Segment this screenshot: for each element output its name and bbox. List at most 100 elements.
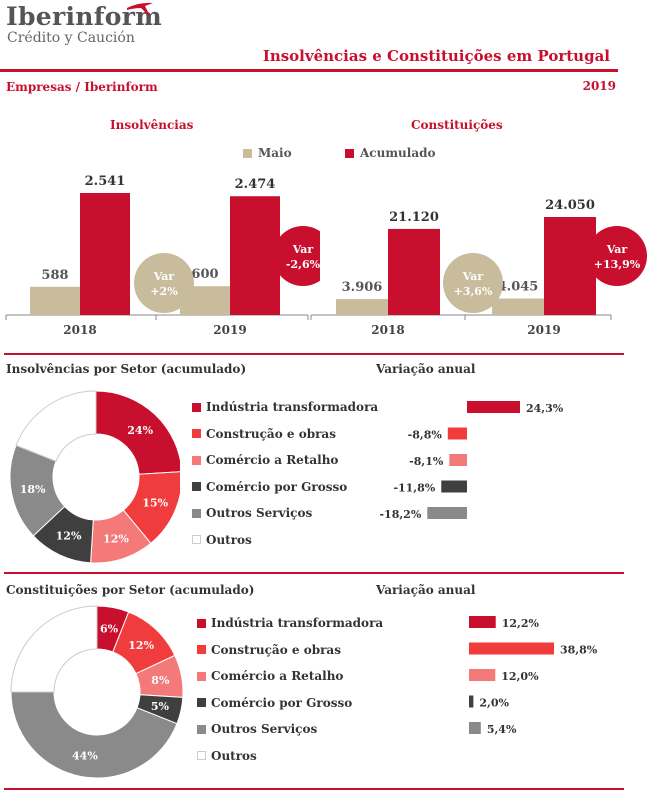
- const-legend-swatch: [197, 724, 206, 734]
- insolv-var-bar-comercio_retalho: [449, 454, 467, 466]
- constituicoes-variation-chart: 12,2% 38,8% 12,0% 2,0% 5,4%: [469, 616, 598, 736]
- const-pie-slice-label: 6%: [100, 623, 119, 636]
- const-pie-slice-label: 5%: [151, 700, 170, 713]
- const-pie-slice-label: 44%: [72, 749, 98, 762]
- insolv-legend-label: Outros: [206, 532, 252, 547]
- constituicoes-bar-chart: 3.906 21.120 2018 4.045 24.050 2019 Var +3,6% Va…: [310, 198, 647, 337]
- insolvencias-bar-chart: 588 2.541 2018 600 2.474 2019 Var +2% Var -2,6%: [5, 174, 320, 337]
- const-legend-swatch: [197, 698, 206, 707]
- insolv-legend-item-construcao: Construção e obras: [192, 427, 336, 441]
- const-var-label: 12,0%: [501, 670, 539, 683]
- insolv-var-label: -18,2%: [379, 508, 421, 521]
- insolv-var-label: -11,8%: [393, 482, 435, 495]
- insolv-data-label: 588: [41, 268, 68, 283]
- chart-title-constituicoes: Constituições: [411, 118, 503, 132]
- insolvencias-variation-chart: 24,3% -8,8% -8,1% -11,8% -18,2%: [379, 401, 564, 521]
- insolv-pie-slice-label: 18%: [20, 483, 46, 496]
- insolv-var-label: 24,3%: [526, 402, 564, 415]
- const-pie-slice-outros_servicos: [10, 691, 178, 779]
- const-data-label: 3.906: [342, 280, 383, 295]
- legend-swatch-maio: [243, 148, 252, 158]
- legend-label-acumulado: Acumulado: [360, 146, 436, 160]
- const-pie-slice-outros: [10, 605, 98, 693]
- insolv-legend-swatch: [192, 429, 201, 438]
- const-data-label: 21.120: [389, 210, 439, 225]
- insolv-legend-item-outros_servicos: Outros Serviços: [192, 506, 312, 520]
- const-bar-acumulado: [544, 217, 596, 315]
- insolv-var-acumulado-title: Var: [292, 243, 314, 256]
- const-bar-maio: [336, 299, 388, 315]
- insolv-var-maio-bubble: [134, 253, 194, 313]
- legend-label-maio: Maio: [258, 146, 292, 160]
- footer-rule: [4, 788, 624, 790]
- const-var-bar-comercio_grosso: [469, 695, 474, 708]
- insolv-bar-acumulado: [230, 196, 280, 315]
- const-var-maio-bubble: [443, 253, 503, 313]
- insolv-bar-acumulado: [80, 193, 130, 315]
- insolv-var-maio-title: Var: [153, 270, 175, 283]
- insolv-pie-slice-industria: [95, 390, 180, 475]
- const-legend-item-industria: Indústria transformadora: [197, 616, 383, 630]
- insolv-legend-swatch: [192, 402, 201, 412]
- insolv-legend-label: Comércio por Grosso: [206, 479, 348, 494]
- const-var-maio-value: +3,6%: [454, 285, 493, 298]
- const-var-bar-outros_servicos: [469, 722, 481, 734]
- section-title-insolv-var: Variação anual: [376, 362, 476, 376]
- insolvencias-donut-chart: 24% 15% 12% 12% 18%: [9, 390, 180, 564]
- const-legend-label: Indústria transformadora: [211, 616, 384, 630]
- const-pie-slice-label: 12%: [128, 639, 154, 652]
- insolv-var-label: -8,1%: [409, 455, 444, 468]
- page-subtitle: Empresas / Iberinform: [6, 80, 158, 94]
- const-legend-label: Construção e obras: [211, 642, 341, 657]
- logo-tagline: Crédito y Caución: [7, 30, 135, 46]
- const-bar-acumulado: [388, 228, 440, 315]
- insolv-legend-swatch: [192, 508, 201, 518]
- insolv-pie-slice-outros: [15, 390, 97, 462]
- const-var-label: 5,4%: [487, 723, 517, 736]
- insolv-var-bar-construcao: [447, 427, 467, 440]
- const-var-maio-title: Var: [462, 270, 484, 283]
- insolv-legend-item-comercio_grosso: Comércio por Grosso: [192, 480, 347, 494]
- const-var-acumulado-bubble: [587, 226, 647, 286]
- insolv-var-bar-outros_servicos: [427, 507, 467, 519]
- const-legend-label: Comércio a Retalho: [211, 669, 344, 683]
- insolv-pie-slice-label: 12%: [103, 532, 129, 545]
- const-legend-swatch: [197, 671, 206, 681]
- section-rule-constituicoes: [4, 572, 624, 574]
- const-var-acumulado-value: +13,9%: [594, 258, 641, 271]
- insolv-legend-swatch: [192, 535, 201, 544]
- insolv-legend-item-comercio_retalho: Comércio a Retalho: [192, 453, 338, 467]
- insolv-var-label: -8,8%: [408, 429, 443, 442]
- insolv-x-tick-label: 2018: [63, 323, 96, 337]
- insolv-legend-label: Construção e obras: [206, 426, 336, 441]
- const-legend-label: Outros: [211, 748, 257, 763]
- constituicoes-donut-chart: 6% 12% 8% 5% 44%: [10, 605, 184, 779]
- insolv-legend-swatch: [192, 482, 201, 491]
- const-legend-item-outros: Outros: [197, 749, 257, 763]
- insolv-x-tick-label: 2019: [213, 323, 246, 337]
- const-var-bar-construcao: [469, 642, 554, 655]
- legend-acumulado: Acumulado: [345, 146, 436, 160]
- const-legend-item-construcao: Construção e obras: [197, 643, 341, 657]
- insolv-var-bar-comercio_grosso: [441, 480, 467, 493]
- legend-maio: Maio: [243, 146, 292, 160]
- const-data-label: 4.045: [498, 280, 539, 295]
- const-data-label: 24.050: [545, 198, 595, 213]
- insolv-data-label: 600: [191, 267, 218, 282]
- chart-title-insolvencias: Insolvências: [110, 118, 194, 132]
- const-legend-item-comercio_grosso: Comércio por Grosso: [197, 696, 352, 710]
- insolv-legend-label: Indústria transformadora: [206, 400, 379, 414]
- section-title-const-setor: Constituições por Setor (acumulado): [6, 583, 255, 597]
- insolv-var-maio-value: +2%: [150, 285, 178, 298]
- insolv-legend-item-outros: Outros: [192, 533, 252, 547]
- const-legend-item-comercio_retalho: Comércio a Retalho: [197, 669, 343, 683]
- const-legend-swatch: [197, 751, 206, 760]
- insolv-pie-slice-label: 15%: [142, 497, 168, 510]
- const-var-label: 12,2%: [502, 617, 540, 630]
- const-x-tick-label: 2018: [371, 323, 404, 337]
- const-pie-slice-label: 8%: [151, 674, 170, 687]
- insolv-data-label: 2.474: [235, 177, 276, 192]
- const-var-label: 2,0%: [479, 697, 509, 710]
- const-var-bar-industria: [469, 616, 496, 628]
- legend-swatch-acumulado: [345, 148, 354, 158]
